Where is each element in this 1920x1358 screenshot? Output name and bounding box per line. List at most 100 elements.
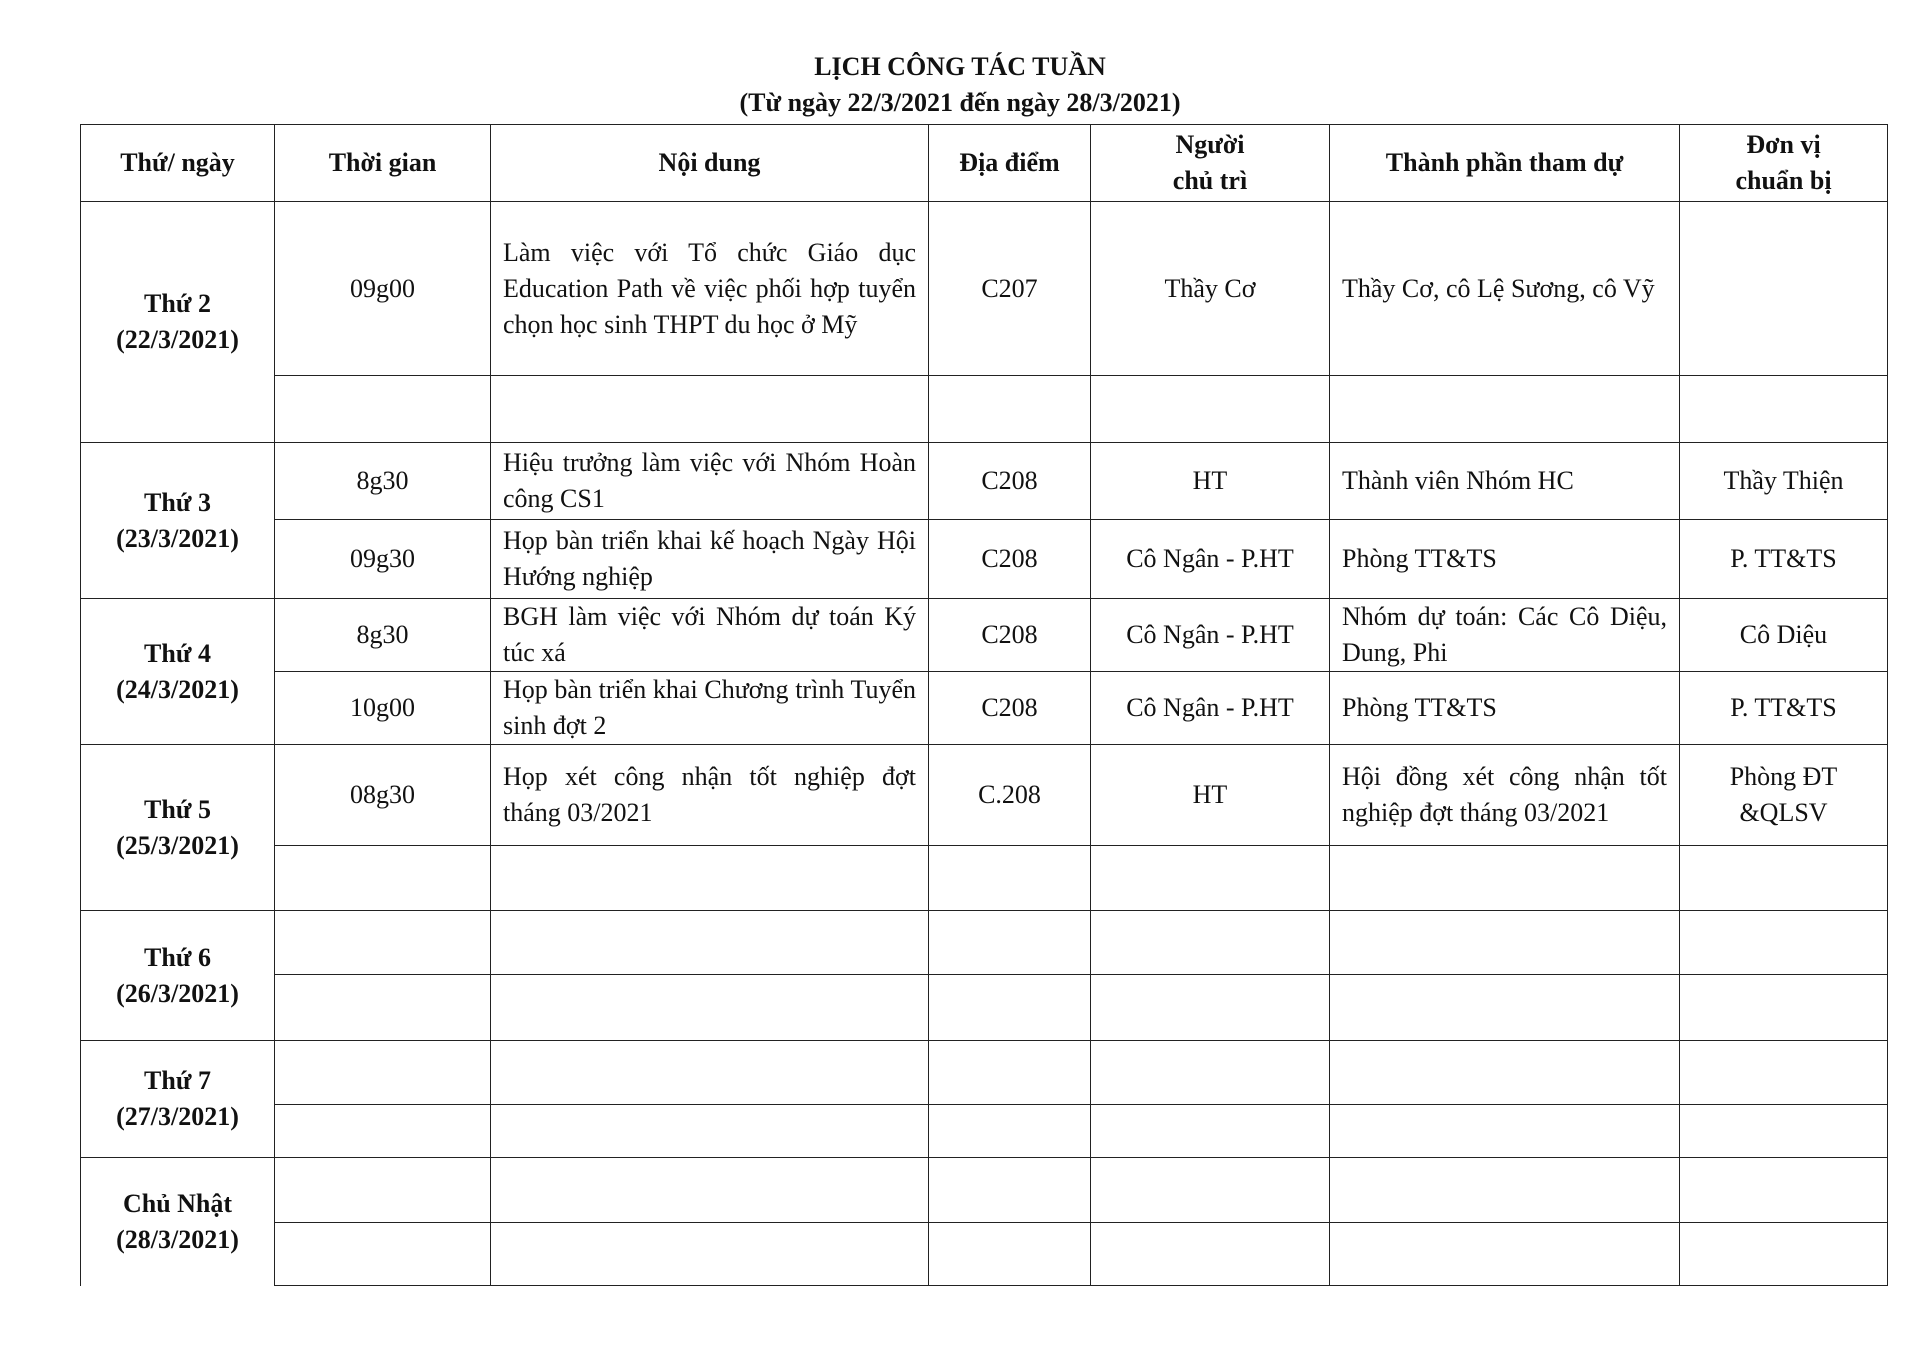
host-cell: Cô Ngân - P.HT (1090, 519, 1330, 599)
content-cell (490, 845, 929, 911)
host-cell: Thầy Cơ (1090, 201, 1330, 376)
day-cell: Thứ 6 (26/3/2021) (80, 910, 275, 1041)
place-cell (928, 1222, 1091, 1286)
header-attendees: Thành phần tham dự (1329, 124, 1680, 202)
schedule-row: Thứ 6 (26/3/2021) (80, 910, 1888, 1041)
prep-cell (1679, 1104, 1888, 1158)
time-cell (274, 1157, 491, 1223)
content-cell (490, 1104, 929, 1158)
schedule-row: Chủ Nhật (28/3/2021) (80, 1157, 1888, 1286)
host-cell (1090, 375, 1330, 443)
time-cell (274, 1104, 491, 1158)
day-name: Thứ 2 (144, 289, 211, 318)
place-cell (928, 375, 1091, 443)
day-name: Thứ 3 (144, 487, 211, 517)
day-cell: Thứ 3 (23/3/2021) (80, 442, 275, 599)
time-cell: 09g30 (274, 519, 491, 599)
attendees-cell: Hội đồng xét công nhận tốt nghiệp đợt th… (1329, 744, 1680, 846)
attendees-cell: Thầy Cơ, cô Lệ Sương, cô Vỹ (1329, 201, 1680, 376)
day-cell: Thứ 7 (27/3/2021) (80, 1040, 275, 1158)
day-date: (25/3/2021) (116, 830, 239, 860)
prep-cell: Thầy Thiện (1679, 442, 1888, 520)
attendees-cell (1329, 1222, 1680, 1286)
attendees-cell (1329, 1157, 1680, 1223)
header-place: Địa điểm (928, 124, 1091, 202)
document-title: LỊCH CÔNG TÁC TUẦN (814, 52, 1106, 81)
host-cell (1090, 1040, 1330, 1105)
schedule-row: 10g00 Họp bàn triển khai Chương trình Tuy… (81, 671, 1888, 745)
place-cell: C208 (928, 442, 1091, 520)
attendees-cell (1329, 845, 1680, 911)
content-cell (490, 974, 929, 1041)
header-content: Nội dung (490, 124, 929, 202)
content-cell: Làm việc với Tổ chức Giáo dục Education … (490, 201, 929, 376)
time-cell (274, 910, 491, 975)
content-cell (490, 1222, 929, 1286)
host-cell: HT (1090, 744, 1330, 846)
day-cell: Thứ 5 (25/3/2021) (80, 744, 275, 911)
place-cell: C208 (928, 671, 1091, 745)
schedule-row (81, 1104, 1888, 1158)
time-cell (274, 1040, 491, 1105)
content-cell (490, 1040, 929, 1105)
host-cell: Cô Ngân - P.HT (1090, 598, 1330, 672)
attendees-cell: Thành viên Nhóm HC (1329, 442, 1680, 520)
content-cell (490, 910, 929, 975)
weekly-schedule-table: Thứ/ ngày Thời gian Nội dung Địa điểm Ng… (80, 124, 1888, 1286)
place-cell: C207 (928, 201, 1091, 376)
day-name: Thứ 7 (144, 1066, 211, 1095)
prep-cell: P. TT&TS (1679, 671, 1888, 745)
time-cell (274, 845, 491, 911)
day-cell: Thứ 4 (24/3/2021) (80, 598, 275, 745)
content-cell: BGH làm việc với Nhóm dự toán Ký túc xá (490, 598, 929, 672)
schedule-row (81, 375, 1888, 443)
prep-cell (1679, 1157, 1888, 1223)
header-row: Thứ/ ngày Thời gian Nội dung Địa điểm Ng… (80, 124, 1888, 202)
prep-cell (1679, 1222, 1888, 1286)
day-date: (28/3/2021) (116, 1224, 239, 1254)
schedule-row: Thứ 5 (25/3/2021) 08g30 Họp xét công nhận t… (80, 744, 1888, 911)
day-date: (22/3/2021) (116, 325, 239, 354)
place-cell (928, 1104, 1091, 1158)
host-cell: Cô Ngân - P.HT (1090, 671, 1330, 745)
day-cell: Chủ Nhật (28/3/2021) (80, 1157, 275, 1286)
attendees-cell: Phòng TT&TS (1329, 671, 1680, 745)
time-cell: 10g00 (274, 671, 491, 745)
schedule-row (81, 845, 1888, 911)
prep-cell (1679, 910, 1888, 975)
schedule-row: 09g30 Họp bàn triển khai kế hoạch Ngày Hộ… (81, 519, 1888, 599)
attendees-cell: Phòng TT&TS (1329, 519, 1680, 599)
content-cell: Hiệu trưởng làm việc với Nhóm Hoàn công … (490, 442, 929, 520)
attendees-cell: Nhóm dự toán: Các Cô Diệu, Dung, Phi (1329, 598, 1680, 672)
host-cell (1090, 1157, 1330, 1223)
day-date: (27/3/2021) (116, 1102, 239, 1131)
host-cell (1090, 910, 1330, 975)
attendees-cell (1329, 910, 1680, 975)
place-cell: C.208 (928, 744, 1091, 846)
day-date: (23/3/2021) (116, 523, 239, 553)
place-cell (928, 845, 1091, 911)
host-cell: HT (1090, 442, 1330, 520)
content-cell: Họp bàn triển khai Chương trình Tuyển si… (490, 671, 929, 745)
time-cell (274, 974, 491, 1041)
time-cell: 08g30 (274, 744, 491, 846)
document-subtitle: (Từ ngày 22/3/2021 đến ngày 28/3/2021) (739, 88, 1181, 117)
host-cell (1090, 845, 1330, 911)
place-cell: C208 (928, 519, 1091, 599)
attendees-cell (1329, 375, 1680, 443)
content-cell: Họp xét công nhận tốt nghiệp đợt tháng 0… (490, 744, 929, 846)
time-cell: 09g00 (274, 201, 491, 376)
day-date: (24/3/2021) (116, 674, 239, 704)
host-cell (1090, 1222, 1330, 1286)
schedule-row (81, 1222, 1888, 1286)
host-cell (1090, 1104, 1330, 1158)
day-name: Thứ 5 (144, 794, 211, 824)
attendees-cell (1329, 974, 1680, 1041)
schedule-row: Thứ 2 (22/3/2021) 09g00 Làm việc với Tổ chứ… (80, 201, 1888, 443)
place-cell: C208 (928, 598, 1091, 672)
header-time: Thời gian (274, 124, 491, 202)
header-host: Người chủ trì (1090, 124, 1330, 202)
header-prep: Đơn vị chuẩn bị (1679, 124, 1888, 202)
day-name: Thứ 6 (144, 942, 211, 972)
day-cell: Thứ 2 (22/3/2021) (80, 201, 275, 443)
